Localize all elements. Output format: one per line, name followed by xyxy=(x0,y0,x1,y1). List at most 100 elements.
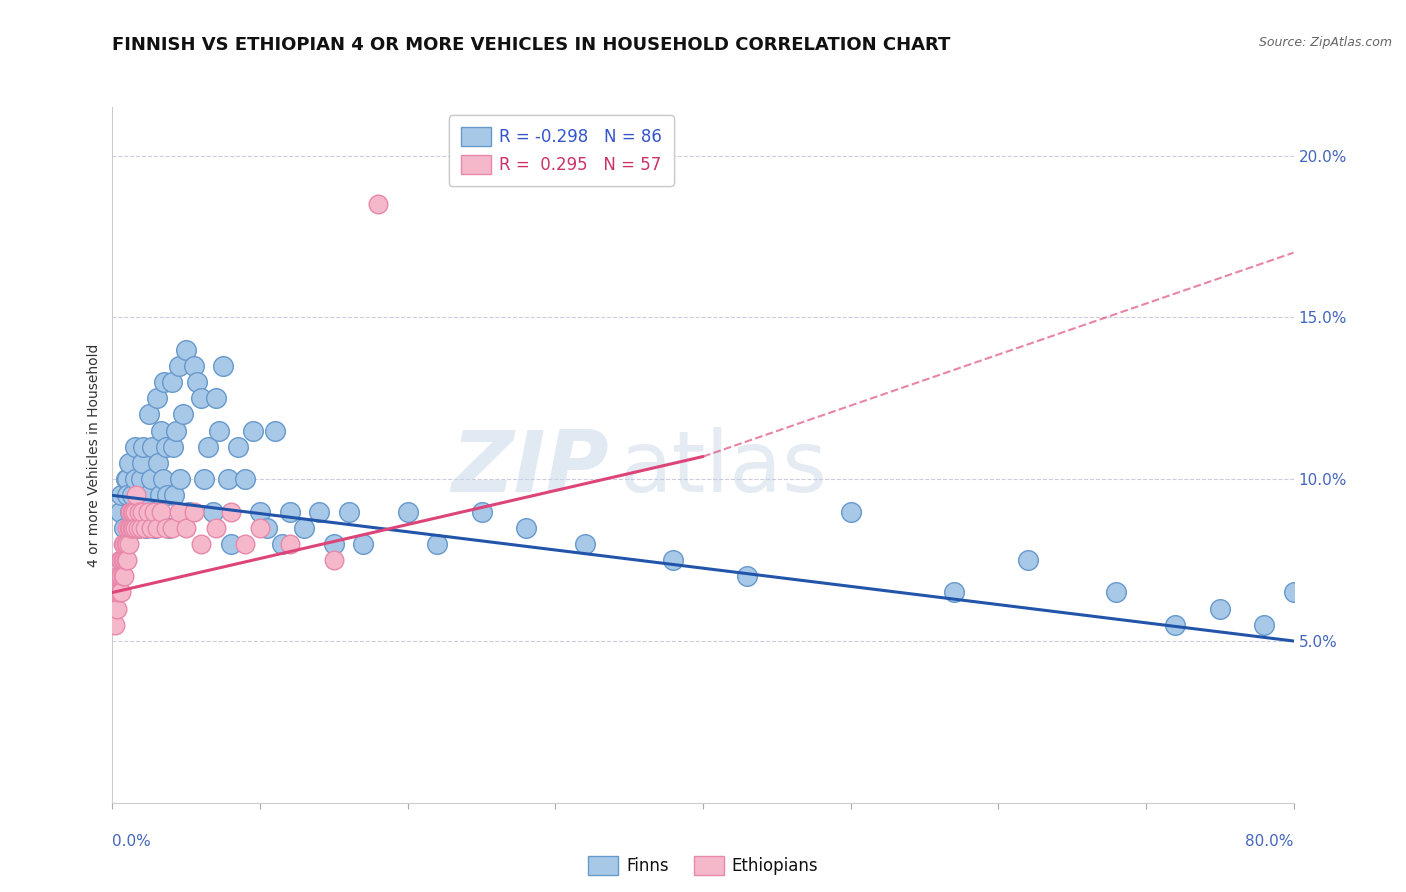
Point xyxy=(138,408,160,422)
Point xyxy=(121,521,143,535)
Point xyxy=(219,537,242,551)
Point xyxy=(122,521,145,535)
Point xyxy=(120,521,142,535)
Point xyxy=(174,343,197,357)
Point xyxy=(108,569,131,583)
Point xyxy=(1105,585,1128,599)
Point xyxy=(117,488,138,502)
Point xyxy=(112,553,135,567)
Point xyxy=(110,488,132,502)
Point xyxy=(108,504,131,518)
Point xyxy=(127,521,149,535)
Point xyxy=(135,521,157,535)
Point xyxy=(150,504,173,518)
Point xyxy=(470,504,494,518)
Point xyxy=(156,488,179,502)
Point xyxy=(121,521,143,535)
Point xyxy=(249,521,271,535)
Point xyxy=(242,424,264,438)
Point xyxy=(125,504,148,518)
Point xyxy=(323,537,346,551)
Point xyxy=(396,504,419,518)
Point xyxy=(190,392,212,406)
Point xyxy=(1164,617,1187,632)
Point xyxy=(308,504,330,518)
Point xyxy=(264,424,287,438)
Point xyxy=(139,521,162,535)
Point xyxy=(219,504,242,518)
Point xyxy=(278,537,301,551)
Y-axis label: 4 or more Vehicles in Household: 4 or more Vehicles in Household xyxy=(87,343,101,566)
Point xyxy=(150,424,173,438)
Point xyxy=(112,521,135,535)
Point xyxy=(148,456,170,470)
Point xyxy=(183,504,205,518)
Point xyxy=(110,585,132,599)
Point xyxy=(233,537,256,551)
Point xyxy=(367,197,389,211)
Point xyxy=(124,472,146,486)
Point xyxy=(163,488,186,502)
Point xyxy=(139,472,162,486)
Point xyxy=(167,504,190,518)
Point xyxy=(292,521,315,535)
Point xyxy=(146,392,169,406)
Point xyxy=(1017,553,1039,567)
Point xyxy=(121,488,143,502)
Point xyxy=(249,504,271,518)
Text: Source: ZipAtlas.com: Source: ZipAtlas.com xyxy=(1258,36,1392,49)
Point xyxy=(256,521,278,535)
Point xyxy=(131,456,153,470)
Point xyxy=(112,537,135,551)
Point xyxy=(142,504,165,518)
Point xyxy=(120,504,142,518)
Point xyxy=(128,488,150,502)
Point xyxy=(146,521,169,535)
Point xyxy=(111,553,134,567)
Point xyxy=(1312,617,1334,632)
Point xyxy=(737,569,759,583)
Point xyxy=(128,504,150,518)
Point xyxy=(118,456,141,470)
Point xyxy=(337,504,360,518)
Point xyxy=(122,504,145,518)
Point xyxy=(1208,601,1232,615)
Point xyxy=(1282,585,1305,599)
Point xyxy=(208,424,231,438)
Point xyxy=(131,504,153,518)
Point xyxy=(104,601,127,615)
Point xyxy=(124,521,146,535)
Point xyxy=(574,537,596,551)
Point xyxy=(124,440,146,454)
Text: 80.0%: 80.0% xyxy=(1246,834,1294,849)
Point xyxy=(120,504,142,518)
Point xyxy=(127,521,149,535)
Point xyxy=(217,472,239,486)
Point xyxy=(124,504,146,518)
Point xyxy=(129,472,152,486)
Point xyxy=(134,504,156,518)
Point xyxy=(117,521,138,535)
Point xyxy=(136,488,159,502)
Point xyxy=(205,392,228,406)
Point xyxy=(162,440,184,454)
Point xyxy=(149,488,172,502)
Point xyxy=(174,521,197,535)
Point xyxy=(323,553,346,567)
Point xyxy=(157,521,180,535)
Point xyxy=(160,375,183,389)
Legend: Finns, Ethiopians: Finns, Ethiopians xyxy=(579,847,827,884)
Point xyxy=(942,585,965,599)
Point xyxy=(172,408,194,422)
Point xyxy=(129,521,152,535)
Point xyxy=(121,504,143,518)
Point xyxy=(662,553,685,567)
Point xyxy=(426,537,449,551)
Point xyxy=(104,617,127,632)
Point xyxy=(190,537,212,551)
Point xyxy=(226,440,249,454)
Point xyxy=(142,504,165,518)
Point xyxy=(132,440,155,454)
Point xyxy=(107,585,129,599)
Point xyxy=(1327,634,1350,648)
